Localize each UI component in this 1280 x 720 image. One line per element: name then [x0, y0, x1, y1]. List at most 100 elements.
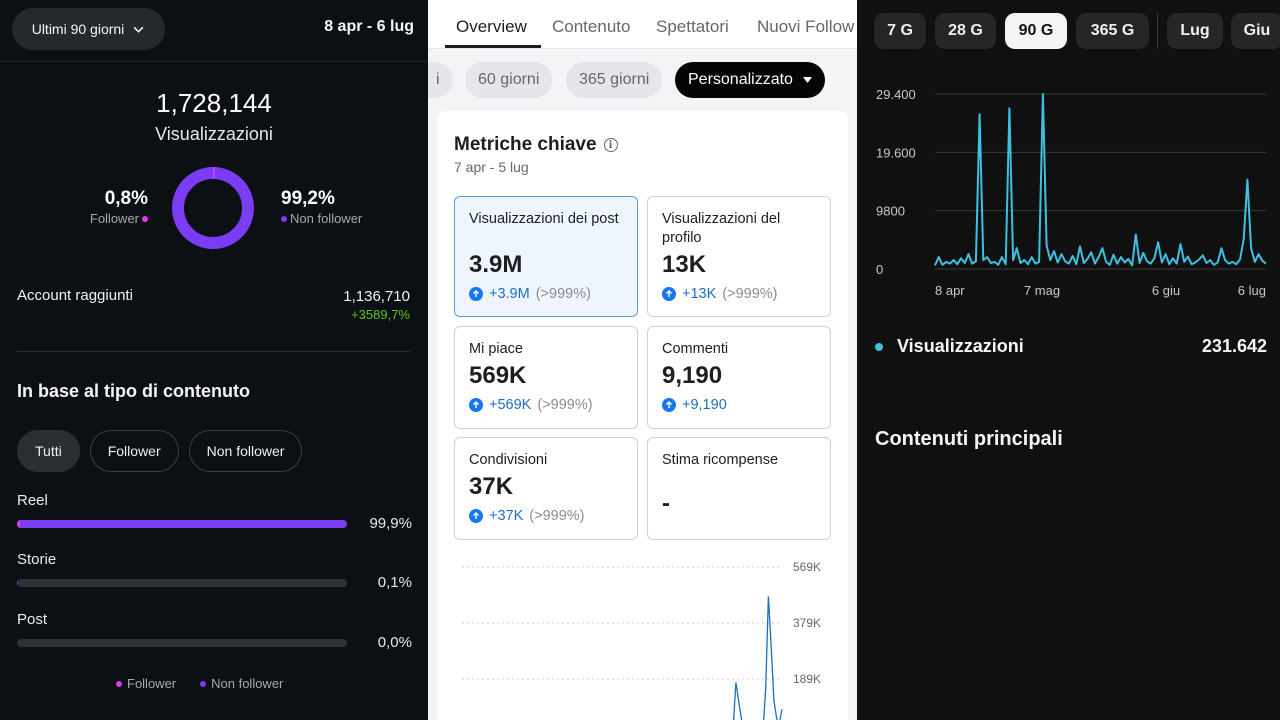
filter-follower[interactable]: Follower [89, 430, 179, 472]
content-type-reel: Reel 99,9% [17, 492, 412, 532]
metric-delta: +569K (>999%) [469, 397, 593, 413]
x-tick-label: 6 giu [1152, 283, 1180, 298]
nonfollower-label: Non follower [290, 211, 363, 226]
filter-all[interactable]: Tutti [17, 430, 80, 472]
range-selector[interactable]: Ultimi 90 giorni [12, 8, 165, 50]
content-type-bar [17, 520, 347, 528]
audience-legend: Follower Non follower [116, 676, 283, 691]
tab-bar: Overview Contenuto Spettatori Nuovi Foll… [428, 0, 857, 49]
accounts-reached-delta: +3589,7% [351, 307, 410, 322]
series-line [934, 93, 1267, 267]
metric-delta-extra: (>999%) [722, 286, 778, 302]
divider [1157, 13, 1158, 49]
views-line-chart: 29.400 19.600 9800 0 8 apr 7 mag 6 giu 6 lug [876, 87, 1267, 298]
metric-post-views[interactable]: Visualizzazioni dei post 3.9M +3.9M (>99… [454, 196, 638, 317]
month-chip-jul[interactable]: Lug [1167, 13, 1223, 49]
period-chip-28d[interactable]: 28 G [935, 13, 996, 49]
month-chip-jun[interactable]: Giu [1231, 13, 1280, 49]
metric-value: 9,190 [662, 362, 723, 389]
metric-delta-extra: (>999%) [535, 286, 591, 302]
content-type-pct: 99,9% [369, 515, 412, 532]
chart-legend: Visualizzazioni 231.642 [875, 336, 1267, 357]
tab-new-followers[interactable]: Nuovi Follow [757, 17, 855, 36]
legend-follower: Follower [116, 676, 176, 691]
series-line [732, 596, 783, 720]
period-custom-label: Personalizzato [688, 71, 793, 88]
period-chip-365d[interactable]: 365 G [1076, 13, 1149, 49]
content-type-bar [17, 579, 347, 587]
period-chip-7d[interactable]: 7 G [874, 13, 926, 49]
metric-value: 37K [469, 473, 514, 500]
metric-estimated-rewards[interactable]: Stima ricompense - [647, 437, 831, 540]
follower-dot-icon [142, 215, 148, 222]
arrow-up-icon [662, 287, 676, 301]
views-label: Visualizzazioni [155, 124, 273, 144]
y-tick-label: 569K [793, 560, 821, 574]
content-type-stories: Storie 0,1% [17, 551, 412, 591]
follower-pct: 0,8% [104, 188, 148, 209]
metric-delta-value: +13K [682, 286, 717, 302]
active-tab-indicator [445, 45, 541, 48]
range-selector-label: Ultimi 90 giorni [31, 21, 125, 37]
card-date-range: 7 apr - 5 lug [454, 159, 529, 175]
metric-label: Visualizzazioni del profilo [662, 211, 781, 246]
follower-donut-chart [172, 167, 254, 249]
metric-delta-value: +3.9M [489, 286, 530, 302]
arrow-up-icon [469, 509, 483, 523]
follower-dot-icon [116, 680, 122, 687]
tab-overview[interactable]: Overview [456, 17, 527, 36]
content-type-title: In base al tipo di contenuto [17, 381, 251, 401]
right-panel: 7 G 28 G 90 G 365 G Lug Giu 29.400 19.600… [857, 0, 1280, 720]
metric-label: Mi piace [469, 341, 523, 357]
metric-delta-value: +9,190 [682, 397, 727, 413]
filter-nonfollower[interactable]: Non follower [188, 430, 303, 472]
tab-content[interactable]: Contenuto [552, 17, 631, 36]
y-tick-label: 29.400 [876, 87, 916, 102]
period-chip-90d[interactable]: 90 G [1005, 13, 1067, 49]
views-total: 1,728,144 [156, 88, 272, 118]
card-title: Metriche chiave i [454, 134, 618, 156]
nonfollower-share: 99,2% Non follower [281, 188, 362, 226]
accounts-reached-label: Account raggiunti [17, 287, 133, 304]
metric-delta: +37K (>999%) [469, 508, 585, 524]
content-type-pct: 0,1% [377, 574, 412, 591]
metric-delta: +9,190 [662, 397, 733, 413]
series-dot-icon [875, 342, 883, 351]
x-tick-label: 6 lug [1238, 283, 1266, 298]
metric-label: Condivisioni [469, 452, 548, 468]
period-60-days[interactable]: 60 giorni [465, 62, 553, 98]
y-tick-label: 19.600 [876, 145, 916, 160]
metric-shares[interactable]: Condivisioni 37K +37K (>999%) [454, 437, 638, 540]
metric-profile-views[interactable]: Visualizzazioni del profilo 13K +13K (>9… [647, 196, 831, 317]
metric-label: Commenti [662, 341, 729, 357]
period-custom[interactable]: Personalizzato [675, 62, 825, 98]
content-type-label: Reel [17, 492, 48, 509]
arrow-up-icon [662, 398, 676, 412]
period-chip-cut[interactable]: i [428, 62, 453, 98]
metric-label: Stima ricompense [662, 452, 779, 468]
accounts-reached-value: 1,136,710 [343, 288, 410, 305]
chevron-down-icon [133, 26, 144, 33]
metric-label: Visualizzazioni dei post [469, 211, 619, 227]
nonfollower-pct: 99,2% [281, 188, 335, 209]
metric-delta-extra: (>999%) [529, 508, 585, 524]
legend-series-name: Visualizzazioni [897, 336, 1024, 356]
metric-delta-extra: (>999%) [537, 397, 593, 413]
date-range: 8 apr - 6 lug [324, 18, 414, 35]
period-365-days[interactable]: 365 giorni [566, 62, 663, 98]
metric-comments[interactable]: Commenti 9,190 +9,190 [647, 326, 831, 429]
legend-nonfollower: Non follower [200, 676, 283, 691]
arrow-up-icon [469, 287, 483, 301]
caret-down-icon [802, 77, 812, 83]
arrow-up-icon [469, 398, 483, 412]
info-icon[interactable]: i [603, 138, 618, 152]
key-metrics-card: Metriche chiave i 7 apr - 5 lug Visualiz… [437, 111, 848, 720]
y-tick-label: 9800 [876, 204, 905, 219]
likes-line-chart: 569K 379K 189K [462, 560, 821, 720]
y-tick-label: 379K [793, 616, 821, 630]
nonfollower-dot-icon [281, 215, 287, 222]
metric-delta: +3.9M (>999%) [469, 286, 591, 302]
metric-likes[interactable]: Mi piace 569K +569K (>999%) [454, 326, 638, 429]
metric-value: 3.9M [469, 251, 523, 278]
tab-viewers[interactable]: Spettatori [656, 17, 729, 36]
